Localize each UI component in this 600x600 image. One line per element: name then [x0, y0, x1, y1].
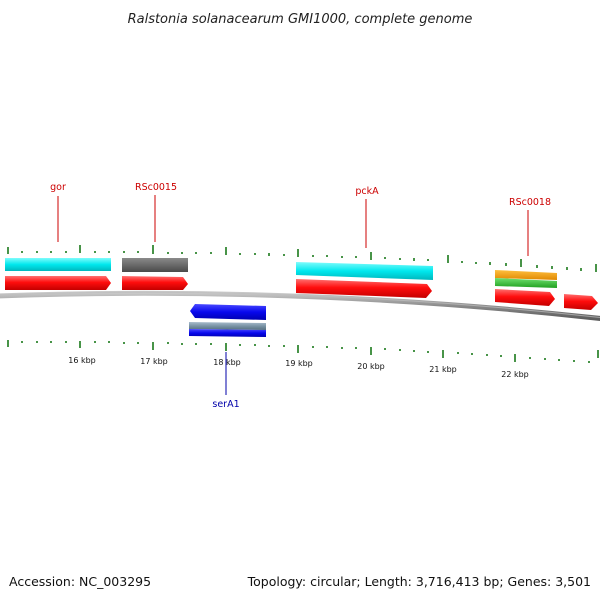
gene-label-rsc0018[interactable]: RSc0018: [509, 197, 551, 208]
feature-gor-cds[interactable]: [5, 258, 111, 271]
genome-backbone: [0, 290, 600, 321]
ruler-label: 17 kbp: [140, 357, 168, 366]
gene-label-rsc0015[interactable]: RSc0015: [135, 182, 177, 193]
ruler-label: 18 kbp: [213, 358, 241, 367]
ruler-label: 20 kbp: [357, 362, 385, 371]
feature-rsc0018-cds-b[interactable]: [495, 278, 557, 288]
map-title: Ralstonia solanacearum GMI1000, complete…: [128, 12, 473, 27]
ruler-label: 22 kbp: [501, 370, 529, 379]
feature-pcka-cds[interactable]: [296, 262, 433, 280]
feature-rsc0015-cds[interactable]: [122, 258, 188, 272]
feature-gor-gene[interactable]: [5, 276, 111, 290]
reverse-features: [189, 304, 266, 337]
feature-pcka-gene[interactable]: [296, 279, 432, 298]
ruler-label: 19 kbp: [285, 359, 313, 368]
label-leaders: [57, 195, 529, 395]
ruler-label: 21 kbp: [429, 365, 457, 374]
gene-label-pcka[interactable]: pckA: [355, 186, 379, 197]
feature-sera1-cds-a[interactable]: [189, 322, 266, 330]
feature-next-gene[interactable]: [564, 294, 598, 310]
gene-label-sera1[interactable]: serA1: [212, 399, 239, 410]
feature-rsc0018-cds-a[interactable]: [495, 270, 557, 280]
genome-summary-text: Topology: circular; Length: 3,716,413 bp…: [247, 574, 591, 589]
feature-sera1-cds-b[interactable]: [189, 329, 266, 337]
upper-tick-row: [7, 245, 597, 272]
accession-text: Accession: NC_003295: [9, 574, 151, 589]
feature-rsc0018-gene[interactable]: [495, 289, 555, 306]
gene-label-gor[interactable]: gor: [50, 182, 66, 193]
ruler-label: 16 kbp: [68, 356, 96, 365]
forward-features: [5, 258, 598, 310]
genome-backbone-highlight: [0, 291, 600, 318]
lower-tick-row: [7, 340, 599, 363]
feature-sera1-gene[interactable]: [190, 304, 266, 320]
feature-rsc0015-gene[interactable]: [122, 276, 188, 290]
